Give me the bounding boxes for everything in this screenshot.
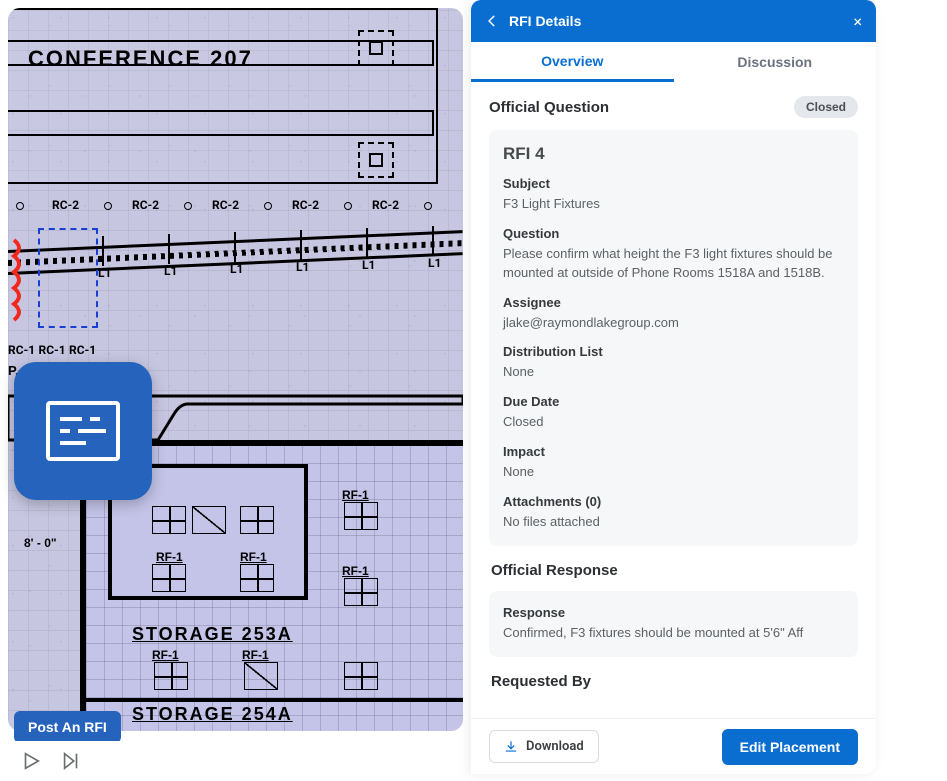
response-card: Response Confirmed, F3 fixtures should be… — [489, 591, 858, 657]
question-card: RFI 4 Subject F3 Light Fixtures Question P… — [489, 130, 858, 546]
due-value: Closed — [503, 413, 844, 432]
selection-box — [38, 228, 98, 328]
panel-header: RFI Details × — [471, 0, 876, 42]
download-button[interactable]: Download — [489, 730, 599, 763]
question-value: Please confirm what height the F3 light … — [503, 245, 844, 283]
panel-title: RFI Details — [509, 13, 853, 29]
subject-value: F3 Light Fixtures — [503, 195, 844, 214]
status-badge: Closed — [794, 96, 858, 118]
download-icon — [504, 740, 518, 754]
rfi-details-panel: RFI Details × Overview Discussion Offici… — [471, 0, 876, 774]
rfi-marker-icon[interactable] — [14, 362, 152, 500]
play-icon[interactable] — [20, 750, 42, 772]
back-icon[interactable] — [485, 14, 499, 28]
panel-tabs: Overview Discussion — [471, 42, 876, 82]
room-label-storage-a: STORAGE 253A — [132, 624, 293, 645]
impact-value: None — [503, 463, 844, 482]
assignee-value: jlake@raymondlakegroup.com — [503, 314, 844, 333]
fixture-symbol — [358, 30, 394, 66]
tab-overview[interactable]: Overview — [471, 42, 674, 82]
subject-label: Subject — [503, 176, 844, 191]
response-label: Response — [503, 605, 844, 620]
dimension-label: 8' - 0" — [24, 536, 57, 550]
tab-discussion[interactable]: Discussion — [674, 42, 877, 82]
room-label-conference: CONFERENCE 207 — [28, 48, 253, 70]
post-rfi-button[interactable]: Post An RFI — [14, 711, 121, 743]
response-value: Confirmed, F3 fixtures should be mounted… — [503, 624, 844, 643]
impact-label: Impact — [503, 444, 844, 459]
edit-placement-button[interactable]: Edit Placement — [722, 729, 858, 765]
rc1-annotations: RC-1 RC-1 RC-1 — [8, 343, 463, 357]
assignee-label: Assignee — [503, 295, 844, 310]
requested-by-heading: Requested By — [491, 673, 858, 690]
official-response-heading: Official Response — [491, 562, 858, 579]
fixture-symbol — [358, 142, 394, 178]
official-question-heading: Official Question — [489, 99, 609, 116]
play-next-icon[interactable] — [60, 750, 82, 772]
due-label: Due Date — [503, 394, 844, 409]
panel-body[interactable]: Official Question Closed RFI 4 Subject F3… — [471, 82, 876, 718]
rfi-number: RFI 4 — [503, 144, 844, 164]
room-label-storage-b: STORAGE 254A — [132, 704, 293, 725]
dist-value: None — [503, 363, 844, 382]
door-arc — [8, 240, 36, 320]
attach-value: No files attached — [503, 513, 844, 532]
blueprint-viewport[interactable]: CONFERENCE 207 RC-2 RC-2 RC-2 RC-2 RC-2 — [0, 0, 471, 781]
attach-label: Attachments (0) — [503, 494, 844, 509]
close-icon[interactable]: × — [853, 12, 862, 31]
panel-footer: Download Edit Placement — [471, 718, 876, 774]
playback-bar — [8, 741, 463, 781]
question-label: Question — [503, 226, 844, 241]
dist-label: Distribution List — [503, 344, 844, 359]
